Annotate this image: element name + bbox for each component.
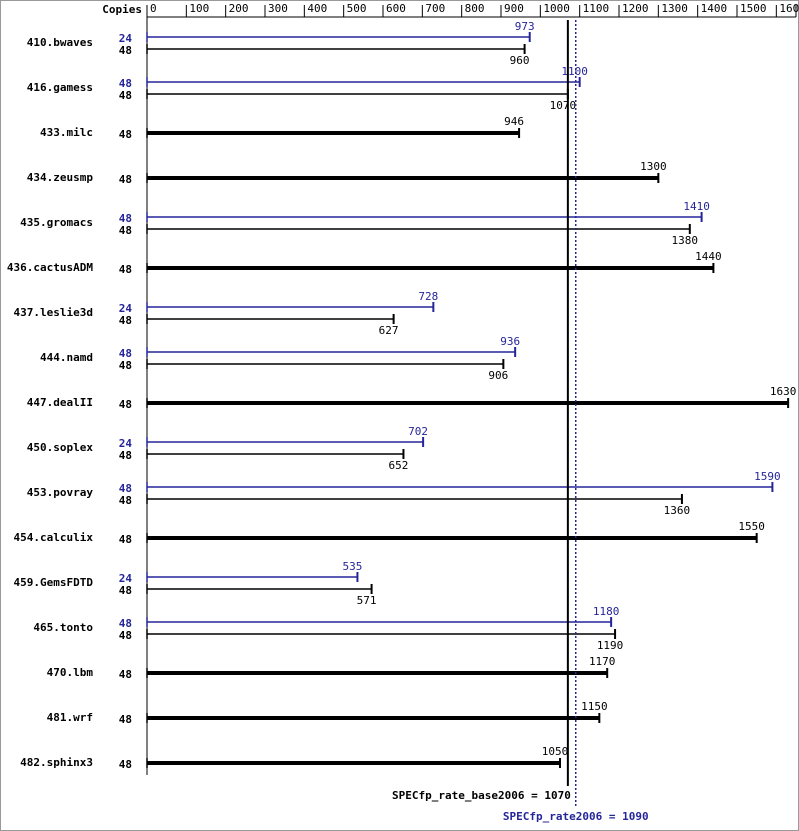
- value-label: 960: [510, 54, 530, 67]
- copies-label: 48: [119, 584, 132, 597]
- reference-label: SPECfp_rate2006 = 1090: [503, 810, 649, 823]
- value-label: 1190: [597, 639, 624, 652]
- category-label: 433.milc: [40, 126, 93, 139]
- category-label: 482.sphinx3: [20, 756, 93, 769]
- x-tick-label: 800: [465, 2, 485, 15]
- value-label: 1550: [738, 520, 765, 533]
- copies-label: 48: [119, 224, 132, 237]
- x-tick-label: 600: [386, 2, 406, 15]
- copies-label: 24: [119, 302, 133, 315]
- x-tick-label: 1100: [583, 2, 610, 15]
- copies-label: 48: [119, 713, 132, 726]
- category-label: 437.leslie3d: [14, 306, 93, 319]
- copies-label: 24: [119, 572, 133, 585]
- x-tick-label: 1300: [661, 2, 688, 15]
- value-label: 1440: [695, 250, 722, 263]
- x-tick-label: 0: [150, 2, 157, 15]
- category-label: 444.namd: [40, 351, 93, 364]
- copies-label: 48: [119, 263, 132, 276]
- copies-label: 48: [119, 359, 132, 372]
- category-label: 454.calculix: [14, 531, 94, 544]
- value-label: 1170: [589, 655, 616, 668]
- category-label: 447.dealII: [27, 396, 93, 409]
- value-label: 652: [389, 459, 409, 472]
- category-label: 470.lbm: [47, 666, 94, 679]
- value-label: 906: [488, 369, 508, 382]
- reference-label: SPECfp_rate_base2006 = 1070: [392, 789, 571, 802]
- x-tick-label: 700: [425, 2, 445, 15]
- value-label: 728: [418, 290, 438, 303]
- copies-label: 24: [119, 32, 133, 45]
- x-tick-label: 1400: [701, 2, 728, 15]
- copies-label: 48: [119, 128, 132, 141]
- value-label: 1300: [640, 160, 667, 173]
- copies-label: 48: [119, 482, 132, 495]
- copies-label: 48: [119, 617, 132, 630]
- copies-label: 48: [119, 668, 132, 681]
- value-label: 1150: [581, 700, 608, 713]
- category-label: 465.tonto: [33, 621, 93, 634]
- category-label: 410.bwaves: [27, 36, 93, 49]
- x-tick-label: 1500: [740, 2, 767, 15]
- category-label: 436.cactusADM: [7, 261, 93, 274]
- category-label: 481.wrf: [47, 711, 93, 724]
- value-label: 1100: [561, 65, 588, 78]
- x-tick-label: 200: [229, 2, 249, 15]
- value-label: 1050: [542, 745, 569, 758]
- category-label: 450.soplex: [27, 441, 94, 454]
- copies-label: 24: [119, 437, 133, 450]
- copies-label: 48: [119, 347, 132, 360]
- category-label: 453.povray: [27, 486, 94, 499]
- value-label: 1180: [593, 605, 620, 618]
- copies-label: 48: [119, 533, 132, 546]
- value-label: 627: [379, 324, 399, 337]
- value-label: 1630: [770, 385, 797, 398]
- value-label: 1380: [672, 234, 699, 247]
- value-label: 936: [500, 335, 520, 348]
- x-tick-label: 1000: [543, 2, 570, 15]
- value-label: 973: [515, 20, 535, 33]
- copies-label: 48: [119, 89, 132, 102]
- x-tick-label: 300: [268, 2, 288, 15]
- category-label: 459.GemsFDTD: [14, 576, 94, 589]
- copies-header: Copies: [102, 3, 142, 16]
- x-tick-label: 1200: [622, 2, 649, 15]
- value-label: 1070: [550, 99, 577, 112]
- value-label: 1360: [664, 504, 691, 517]
- copies-label: 48: [119, 494, 132, 507]
- copies-label: 48: [119, 212, 132, 225]
- category-label: 416.gamess: [27, 81, 93, 94]
- copies-label: 48: [119, 629, 132, 642]
- value-label: 571: [357, 594, 377, 607]
- copies-label: 48: [119, 449, 132, 462]
- copies-label: 48: [119, 77, 132, 90]
- value-label: 535: [342, 560, 362, 573]
- copies-label: 48: [119, 173, 132, 186]
- x-tick-label: 1600: [779, 2, 799, 15]
- value-label: 1410: [683, 200, 710, 213]
- value-label: 1590: [754, 470, 781, 483]
- x-tick-label: 500: [347, 2, 367, 15]
- x-tick-label: 100: [189, 2, 209, 15]
- copies-label: 48: [119, 314, 132, 327]
- copies-label: 48: [119, 758, 132, 771]
- x-tick-label: 900: [504, 2, 524, 15]
- copies-label: 48: [119, 398, 132, 411]
- copies-label: 48: [119, 44, 132, 57]
- category-label: 434.zeusmp: [27, 171, 94, 184]
- x-tick-label: 400: [307, 2, 327, 15]
- value-label: 702: [408, 425, 428, 438]
- value-label: 946: [504, 115, 524, 128]
- category-label: 435.gromacs: [20, 216, 93, 229]
